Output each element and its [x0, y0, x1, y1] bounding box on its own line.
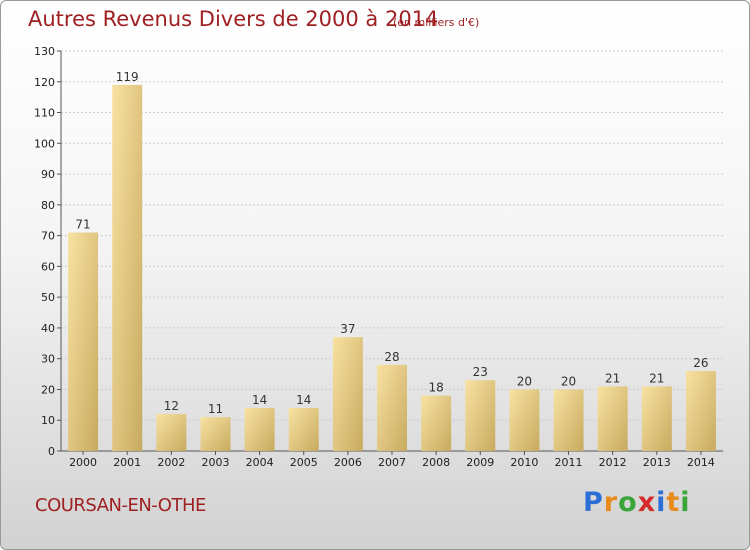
bar-value-label: 20	[561, 374, 576, 388]
chart-subtitle: (en milliers d'€)	[393, 16, 480, 29]
logo-letter: i	[656, 487, 667, 518]
x-tick-label: 2010	[510, 456, 538, 469]
bar	[156, 414, 187, 451]
bar-value-label: 12	[164, 399, 179, 413]
y-tick-label: 40	[41, 322, 55, 335]
logo-letter: x	[637, 487, 657, 518]
y-tick-label: 100	[34, 137, 55, 150]
bar-value-label: 20	[517, 374, 532, 388]
y-tick-label: 10	[41, 414, 55, 427]
x-tick-label: 2014	[687, 456, 715, 469]
logo-letter: i	[680, 487, 691, 518]
x-tick-label: 2002	[157, 456, 185, 469]
y-tick-label: 130	[34, 45, 55, 58]
logo-letter: o	[618, 487, 638, 518]
y-tick-label: 30	[41, 353, 55, 366]
y-tick-label: 60	[41, 260, 55, 273]
y-tick-label: 110	[34, 107, 55, 120]
bar	[332, 337, 363, 451]
x-tick-label: 2007	[378, 456, 406, 469]
bar	[509, 389, 540, 451]
y-tick-label: 0	[48, 445, 55, 458]
bar	[244, 407, 275, 451]
logo-letter: r	[603, 487, 619, 518]
town-name: COURSAN-EN-OTHE	[35, 495, 206, 516]
bar-value-label: 14	[252, 393, 267, 407]
bar-value-label: 26	[693, 356, 708, 370]
bar-value-label: 21	[649, 371, 664, 385]
bar	[641, 386, 672, 451]
bar-value-label: 71	[75, 218, 90, 232]
bar	[288, 407, 319, 451]
y-tick-label: 120	[34, 76, 55, 89]
x-tick-label: 2001	[113, 456, 141, 469]
y-tick-label: 90	[41, 168, 55, 181]
y-tick-label: 80	[41, 199, 55, 212]
bar	[68, 232, 99, 451]
x-tick-label: 2003	[201, 456, 229, 469]
x-tick-label: 2005	[290, 456, 318, 469]
bar	[597, 386, 628, 451]
bar-value-label: 23	[473, 365, 488, 379]
bar	[685, 371, 716, 451]
y-tick-label: 70	[41, 230, 55, 243]
bar	[112, 84, 143, 451]
bar-value-label: 11	[208, 402, 223, 416]
x-tick-label: 2009	[466, 456, 494, 469]
x-tick-label: 2011	[555, 456, 583, 469]
bar-value-label: 14	[296, 393, 311, 407]
bar-value-label: 119	[116, 70, 139, 84]
bar-value-label: 18	[428, 381, 443, 395]
x-tick-label: 2000	[69, 456, 97, 469]
x-tick-label: 2004	[246, 456, 274, 469]
x-tick-label: 2012	[599, 456, 627, 469]
proxiti-logo[interactable]: Proxiti	[583, 487, 691, 518]
bar-value-label: 37	[340, 322, 355, 336]
bar	[465, 380, 496, 451]
y-tick-label: 50	[41, 291, 55, 304]
x-tick-label: 2008	[422, 456, 450, 469]
x-tick-label: 2006	[334, 456, 362, 469]
chart-title: Autres Revenus Divers de 2000 à 2014	[28, 7, 439, 31]
logo-letter: P	[583, 487, 604, 518]
x-tick-label: 2013	[643, 456, 671, 469]
bar	[200, 417, 231, 451]
y-tick-label: 20	[41, 383, 55, 396]
bar-value-label: 21	[605, 371, 620, 385]
bar	[421, 395, 452, 451]
bar-value-label: 28	[384, 350, 399, 364]
logo-letter: t	[666, 487, 681, 518]
bar	[553, 389, 584, 451]
bar	[377, 364, 407, 451]
